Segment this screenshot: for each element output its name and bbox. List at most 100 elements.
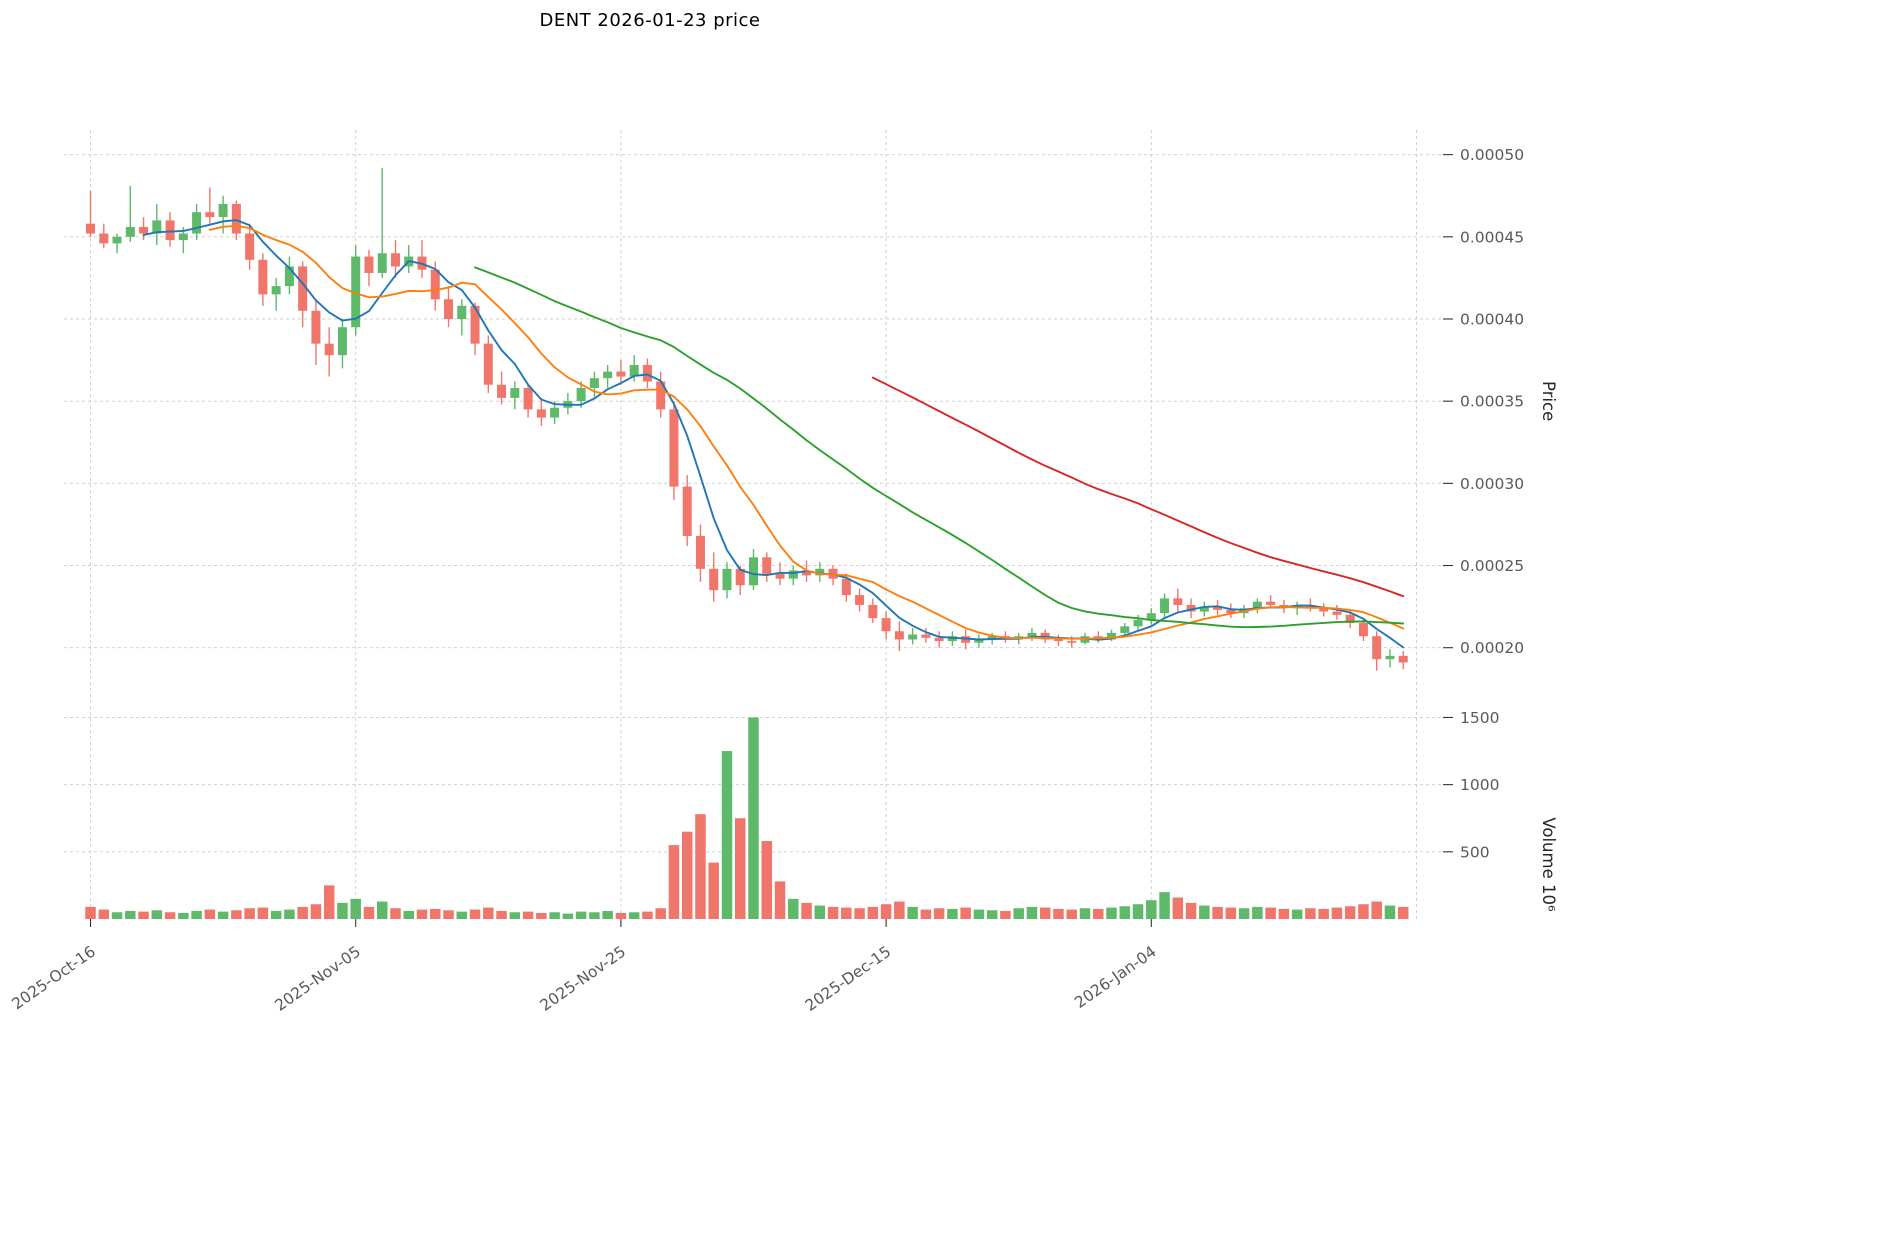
ma-medium-line: [208, 224, 1405, 640]
candle-body: [709, 568, 719, 591]
candle-body: [245, 233, 255, 260]
volume-bar: [1119, 906, 1131, 919]
candle-body: [550, 407, 560, 418]
volume-bar: [1358, 904, 1369, 919]
candle-body: [868, 604, 878, 619]
volume-bar: [642, 911, 653, 919]
candle-body: [616, 371, 626, 377]
candle-body: [1199, 606, 1209, 612]
candle-body: [762, 557, 772, 574]
ma-long-line: [474, 266, 1405, 629]
candle-body: [298, 266, 308, 311]
volume-bar: [841, 907, 852, 919]
volume-bar: [575, 911, 587, 919]
candle-body: [961, 636, 971, 643]
candle-body: [908, 634, 918, 640]
candle-body: [192, 212, 202, 234]
candle-body: [1133, 619, 1143, 627]
x-tick-label: 2025-Nov-05: [272, 943, 364, 1015]
volume-bar: [1305, 908, 1316, 919]
volume-bar: [1132, 904, 1144, 919]
price-tick-label: 0.00035: [1460, 393, 1524, 411]
volume-bar: [774, 881, 786, 919]
volume-bar: [589, 912, 600, 919]
candle-body: [1252, 601, 1262, 609]
volume-bar: [257, 907, 269, 919]
ma-longest-line: [871, 376, 1405, 598]
volume-bar: [1225, 907, 1237, 919]
volume-bar: [204, 909, 216, 919]
candle-body: [1107, 632, 1117, 640]
volume-bar: [1146, 900, 1157, 919]
volume-bar: [390, 908, 401, 919]
candle-body: [855, 595, 865, 605]
volume-bar: [231, 910, 242, 919]
volume-bar: [933, 908, 945, 919]
candle-body: [629, 365, 639, 377]
volume-bar: [363, 906, 375, 919]
candle-body: [258, 259, 268, 295]
price-tick-label: 0.00045: [1460, 228, 1524, 246]
candle-body: [1213, 606, 1223, 610]
price-tick-label: 0.00020: [1460, 639, 1524, 657]
volume-tick-label: 1500: [1460, 709, 1499, 727]
volume-bar: [748, 717, 759, 919]
volume-bar: [125, 910, 136, 919]
volume-bar: [217, 911, 229, 919]
candle-body: [125, 226, 135, 237]
candle-body: [311, 310, 321, 344]
candle-body: [1173, 598, 1183, 605]
candle-body: [1266, 601, 1276, 605]
volume-bar: [562, 913, 574, 919]
candle-body: [682, 486, 692, 536]
volume-bar: [297, 906, 308, 919]
chart-title: DENT 2026-01-23 price: [539, 10, 761, 31]
candle-body: [152, 220, 162, 234]
candle-body: [337, 327, 347, 356]
volume-bar: [1331, 907, 1343, 919]
volume-bar: [85, 906, 96, 919]
volume-bar: [721, 751, 733, 919]
volume-bar: [1093, 908, 1104, 919]
candle-body: [1226, 609, 1236, 614]
candle-body: [390, 253, 400, 267]
volume-bar: [986, 910, 998, 919]
volume-bar: [522, 911, 534, 919]
volume-bar: [695, 814, 706, 919]
candle-body: [1067, 641, 1077, 643]
volume-bar: [668, 845, 680, 919]
moving-averages: [142, 219, 1405, 649]
volume-bar: [907, 906, 918, 919]
candle-body: [430, 269, 440, 300]
volume-bar: [1079, 908, 1091, 919]
candle-body: [470, 305, 480, 344]
candle-body: [99, 233, 109, 244]
volume-bar: [469, 909, 481, 919]
candle-body: [894, 631, 904, 640]
candle-body: [1120, 626, 1130, 633]
volume-bar: [867, 906, 879, 919]
candle-body: [881, 618, 891, 632]
volume-bar: [1212, 906, 1223, 919]
volume-bar: [416, 909, 428, 919]
volume-bar: [655, 908, 666, 919]
volume-bar: [788, 898, 799, 919]
candle-body: [788, 570, 798, 579]
volume-bar: [376, 901, 388, 919]
candle-body: [1332, 611, 1342, 615]
candle-body: [523, 388, 533, 410]
volume-bar: [284, 909, 295, 919]
volume-bar: [1291, 909, 1303, 919]
candle-body: [656, 381, 666, 410]
candle-body: [231, 203, 241, 234]
volume-axis-title: Volume 10⁶: [1539, 817, 1558, 912]
candle-body: [139, 226, 149, 234]
volume-bar: [111, 912, 123, 919]
candle-body: [1186, 604, 1196, 612]
x-tick-label: 2025-Nov-25: [537, 943, 629, 1015]
candle-body: [351, 256, 361, 328]
volume-bar: [1371, 901, 1382, 919]
price-tick-label: 0.00050: [1460, 146, 1524, 164]
candle-body: [934, 637, 944, 642]
